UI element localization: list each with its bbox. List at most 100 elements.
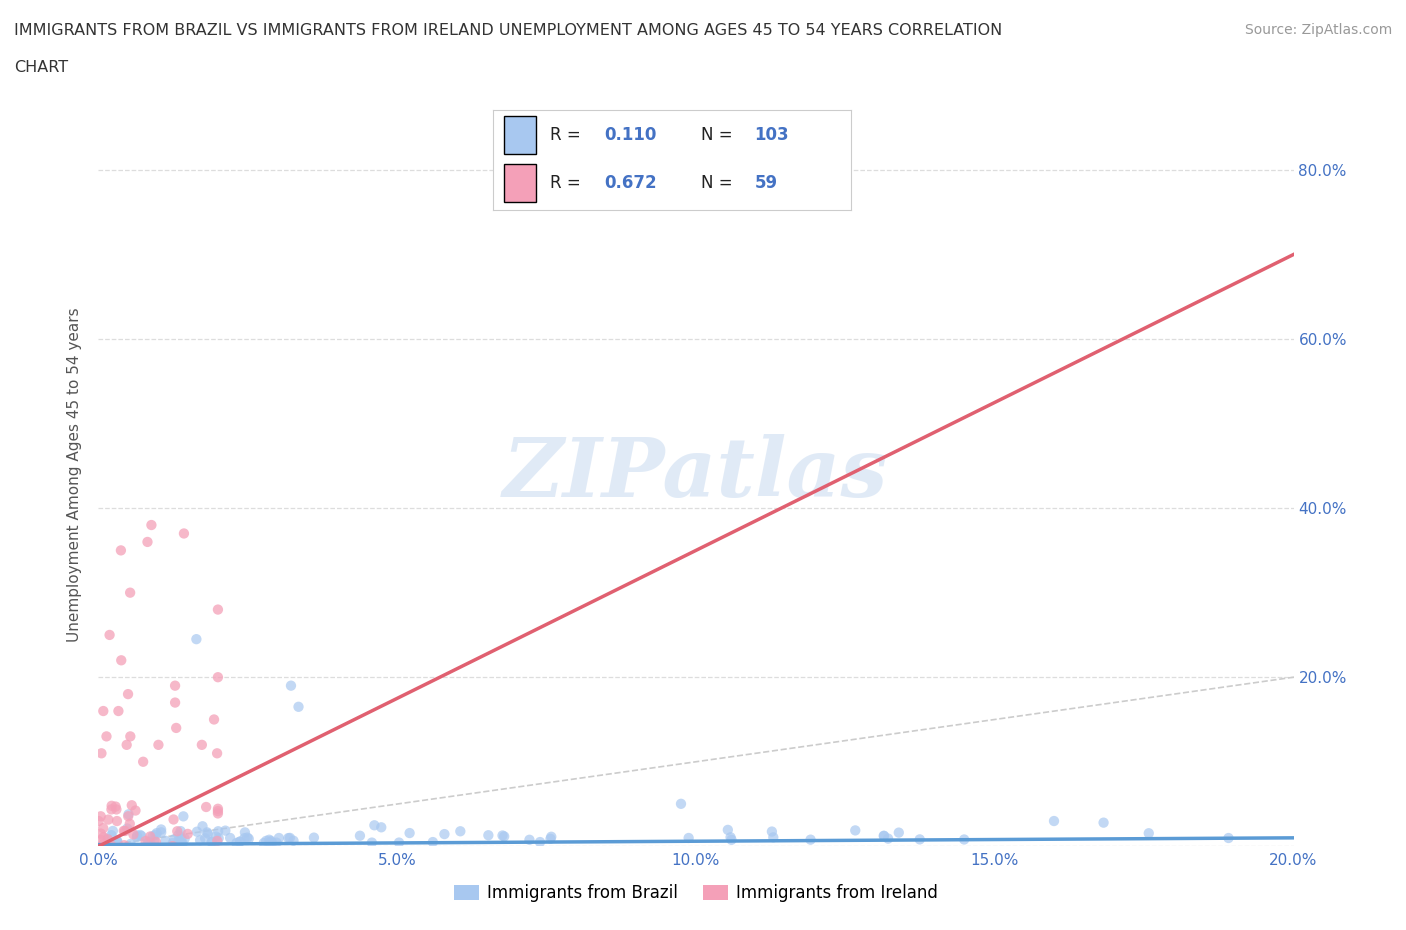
Point bbox=[908, 832, 931, 847]
Point bbox=[717, 822, 740, 837]
Point bbox=[167, 828, 190, 843]
Point bbox=[170, 831, 193, 846]
Point bbox=[120, 729, 142, 744]
Point bbox=[90, 809, 112, 824]
Point bbox=[262, 835, 284, 850]
Point bbox=[104, 799, 127, 814]
Text: ZIPatlas: ZIPatlas bbox=[503, 434, 889, 514]
Point bbox=[207, 802, 229, 817]
Point bbox=[101, 823, 124, 838]
Point bbox=[540, 831, 562, 846]
Point bbox=[669, 796, 692, 811]
Point bbox=[195, 825, 218, 840]
Point bbox=[953, 832, 976, 847]
Point bbox=[277, 830, 299, 845]
Point bbox=[720, 830, 742, 844]
Point bbox=[105, 802, 128, 817]
Point bbox=[136, 535, 159, 550]
Point bbox=[1218, 830, 1240, 845]
Point bbox=[162, 812, 184, 827]
Point bbox=[233, 830, 256, 845]
Point bbox=[115, 737, 138, 752]
Point bbox=[360, 835, 382, 850]
Point bbox=[177, 827, 200, 842]
Point bbox=[188, 832, 211, 847]
Point bbox=[112, 838, 135, 853]
Point bbox=[110, 653, 132, 668]
Point bbox=[142, 829, 165, 844]
Point bbox=[165, 678, 187, 693]
Point bbox=[201, 834, 224, 849]
Point bbox=[266, 835, 288, 850]
Point bbox=[167, 832, 190, 847]
Point bbox=[233, 825, 256, 840]
Point bbox=[191, 818, 214, 833]
Point bbox=[287, 699, 309, 714]
Point bbox=[477, 828, 499, 843]
Point bbox=[165, 695, 187, 710]
Point bbox=[678, 830, 700, 845]
Point bbox=[87, 814, 110, 829]
Point bbox=[90, 832, 112, 847]
Point bbox=[105, 833, 128, 848]
Point bbox=[186, 631, 208, 646]
Point bbox=[349, 829, 371, 844]
Point bbox=[1092, 816, 1115, 830]
Point bbox=[148, 737, 170, 752]
Point bbox=[236, 830, 259, 845]
Point bbox=[91, 820, 114, 835]
Point bbox=[125, 830, 148, 844]
Point bbox=[134, 833, 156, 848]
Point bbox=[93, 830, 115, 844]
Point bbox=[197, 826, 219, 841]
Point bbox=[90, 826, 112, 841]
Point bbox=[253, 836, 276, 851]
Point bbox=[202, 712, 225, 727]
Text: IMMIGRANTS FROM BRAZIL VS IMMIGRANTS FROM IRELAND UNEMPLOYMENT AMONG AGES 45 TO : IMMIGRANTS FROM BRAZIL VS IMMIGRANTS FRO… bbox=[14, 23, 1002, 38]
Point bbox=[129, 828, 152, 843]
Point bbox=[194, 830, 217, 845]
Legend: Immigrants from Brazil, Immigrants from Ireland: Immigrants from Brazil, Immigrants from … bbox=[447, 877, 945, 909]
Point bbox=[195, 800, 218, 815]
Point bbox=[172, 836, 194, 851]
Point bbox=[720, 832, 742, 847]
Point bbox=[163, 831, 186, 846]
Point bbox=[120, 836, 142, 851]
Point bbox=[762, 830, 785, 844]
Point bbox=[165, 721, 187, 736]
Point bbox=[280, 678, 302, 693]
Point bbox=[201, 835, 224, 850]
Point bbox=[155, 833, 177, 848]
Point bbox=[800, 832, 823, 847]
Point bbox=[388, 835, 411, 850]
Point bbox=[208, 830, 231, 845]
Point bbox=[121, 798, 143, 813]
Point bbox=[259, 835, 281, 850]
Point bbox=[162, 839, 184, 854]
Point bbox=[124, 804, 146, 818]
Point bbox=[117, 686, 139, 701]
Point bbox=[363, 817, 385, 832]
Point bbox=[207, 824, 229, 839]
Point bbox=[100, 802, 122, 817]
Point bbox=[398, 826, 420, 841]
Point bbox=[117, 807, 139, 822]
Point bbox=[844, 823, 866, 838]
Point bbox=[254, 833, 277, 848]
Point bbox=[150, 825, 173, 840]
Point bbox=[370, 820, 392, 835]
Point bbox=[100, 828, 122, 843]
Point bbox=[105, 836, 128, 851]
Point bbox=[172, 809, 194, 824]
Text: Source: ZipAtlas.com: Source: ZipAtlas.com bbox=[1244, 23, 1392, 37]
Point bbox=[186, 824, 208, 839]
Point bbox=[105, 814, 128, 829]
Point bbox=[91, 837, 114, 852]
Point bbox=[91, 704, 114, 719]
Point bbox=[127, 828, 149, 843]
Point bbox=[207, 602, 229, 617]
Point bbox=[260, 833, 283, 848]
Point bbox=[139, 829, 162, 844]
Point bbox=[141, 518, 163, 533]
Point bbox=[873, 829, 896, 844]
